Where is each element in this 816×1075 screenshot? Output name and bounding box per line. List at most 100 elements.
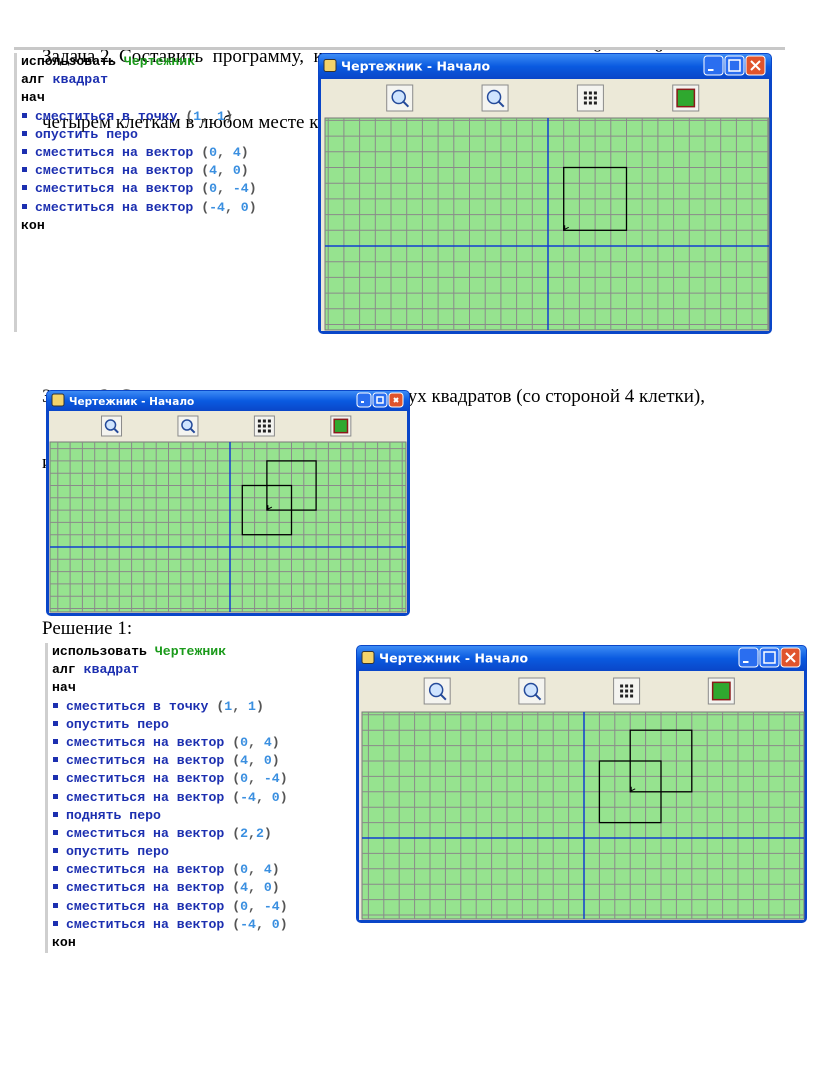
title-button-min <box>356 392 372 408</box>
code-token: Чертежник <box>123 54 196 69</box>
code-line: сместиться на вектор (-4, 0) <box>21 199 317 217</box>
code-token: ) <box>271 753 280 769</box>
code-token: кон <box>21 217 45 233</box>
title-button-max <box>724 55 745 76</box>
icon <box>630 684 634 688</box>
title-button-min <box>738 647 759 668</box>
code-token: алг <box>21 72 53 88</box>
title-button-max <box>372 392 388 408</box>
code-token: сместиться в точку <box>66 698 217 714</box>
icon <box>104 419 117 431</box>
code-token: ) <box>240 163 249 179</box>
separator <box>14 47 785 50</box>
code-token: 0 <box>271 789 280 805</box>
code-token: , <box>248 753 264 769</box>
icon <box>257 419 261 423</box>
icon <box>262 419 266 423</box>
pen-marker <box>630 786 636 792</box>
bullet <box>53 720 58 726</box>
code-token: 0 <box>240 199 249 215</box>
code-panel: использовать Чертежник алг квадрат нач смес… <box>45 643 348 953</box>
icon <box>620 694 624 698</box>
icon <box>523 682 539 698</box>
bullet <box>53 757 58 763</box>
icon <box>625 694 629 698</box>
code-token: , <box>217 144 233 160</box>
icon <box>267 429 271 433</box>
code-line: кон <box>21 217 317 235</box>
code-token: ( <box>232 753 241 769</box>
code-token: ( <box>201 163 210 179</box>
code-token: опустить перо <box>35 126 138 142</box>
code-token: ( <box>232 771 241 787</box>
code-token: опустить перо <box>66 716 169 732</box>
title-bar <box>319 54 771 79</box>
code-token: сместиться на вектор <box>66 880 233 896</box>
code-token: 1 <box>217 108 225 124</box>
code-token: ( <box>185 108 194 124</box>
code-token: 0 <box>240 734 249 750</box>
code-token: -4 <box>263 898 280 914</box>
app-icon <box>323 59 337 72</box>
bullet <box>22 185 27 191</box>
code-token: 4 <box>240 880 249 896</box>
icon <box>402 100 410 108</box>
pen-marker <box>564 225 569 231</box>
code-token: 2 <box>240 825 249 841</box>
code-token: 1 <box>224 698 233 714</box>
code-token: , <box>255 789 272 805</box>
title-bar <box>47 391 409 411</box>
icon <box>583 96 587 100</box>
code-token: ( <box>216 698 225 714</box>
bullet <box>53 884 58 890</box>
code-line: кон <box>52 934 348 952</box>
icon <box>376 396 384 404</box>
code-token: -4 <box>240 916 256 932</box>
code-token: , <box>217 181 233 197</box>
drawn-square <box>563 166 628 231</box>
icon <box>593 96 597 100</box>
code-panel: использовать Чертежник алг квадрат нач смес… <box>14 53 317 332</box>
icon <box>620 689 624 693</box>
code-token: ) <box>240 144 249 160</box>
bullet <box>22 148 27 154</box>
bullet <box>22 167 27 173</box>
code-token: сместиться на вектор <box>35 199 202 215</box>
code-token: ( <box>201 181 210 197</box>
code-token: 4 <box>240 753 249 769</box>
code-line: сместиться на вектор (0, 4) <box>21 144 317 162</box>
code-line: сместиться на вектор (4, 0) <box>52 752 348 770</box>
code-token: сместиться на вектор <box>66 898 233 914</box>
code-token: 0 <box>240 898 249 914</box>
code-token: , <box>232 698 249 714</box>
app-icon <box>361 651 375 664</box>
code-token: использовать <box>21 54 124 69</box>
code-line: использовать Чертежник <box>52 643 348 661</box>
code-line: сместиться на вектор (4, 0) <box>21 162 317 180</box>
code-token: ) <box>224 108 233 124</box>
bullet <box>22 112 27 118</box>
window-title: Чертежник - Начало <box>341 59 491 74</box>
code-token: сместиться на вектор <box>35 181 202 197</box>
icon <box>583 91 587 95</box>
bullet <box>53 793 58 799</box>
canvas <box>324 117 770 331</box>
code-line: алг квадрат <box>52 661 348 679</box>
title-button-max <box>759 647 780 668</box>
code-token: 1 <box>248 698 256 714</box>
code-token: 0 <box>209 181 218 197</box>
icon <box>630 689 634 693</box>
title-button-min <box>703 55 724 76</box>
code-token: ( <box>232 916 241 932</box>
code-token: -4 <box>232 181 249 197</box>
icon <box>497 100 505 108</box>
icon <box>257 429 261 433</box>
code-token: -4 <box>209 199 225 215</box>
code-token: ) <box>248 181 257 197</box>
icon <box>750 60 761 71</box>
code-token: ( <box>232 862 241 878</box>
title-bar <box>357 646 806 671</box>
code-token: -4 <box>240 789 256 805</box>
